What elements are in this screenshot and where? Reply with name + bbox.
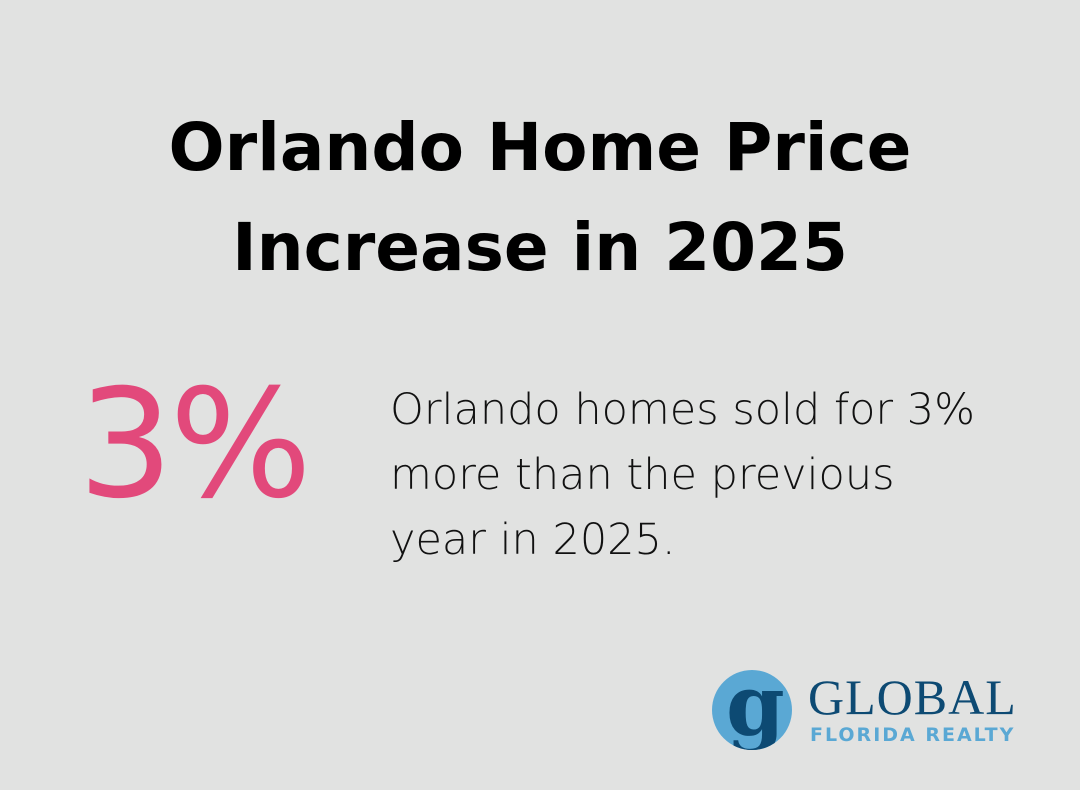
logo-subname: FLORIDA REALTY xyxy=(810,724,1016,746)
title-line-1: Orlando Home Price xyxy=(168,109,912,186)
page-title: Orlando Home Price Increase in 2025 xyxy=(0,98,1080,298)
description-line-3: year in 2025. xyxy=(390,515,676,565)
logo-mark: g xyxy=(726,670,785,750)
description-line-2: more than the previous xyxy=(390,450,895,500)
logo-circle-icon: g xyxy=(712,670,792,750)
global-florida-realty-logo: g GLOBAL FLORIDA REALTY xyxy=(712,668,1052,754)
description-line-1: Orlando homes sold for 3% xyxy=(390,385,975,435)
title-line-2: Increase in 2025 xyxy=(232,209,848,286)
stat-description: Orlando homes sold for 3% more than the … xyxy=(390,378,1030,573)
logo-name: GLOBAL xyxy=(808,669,1017,725)
stat-value: 3% xyxy=(78,358,312,532)
